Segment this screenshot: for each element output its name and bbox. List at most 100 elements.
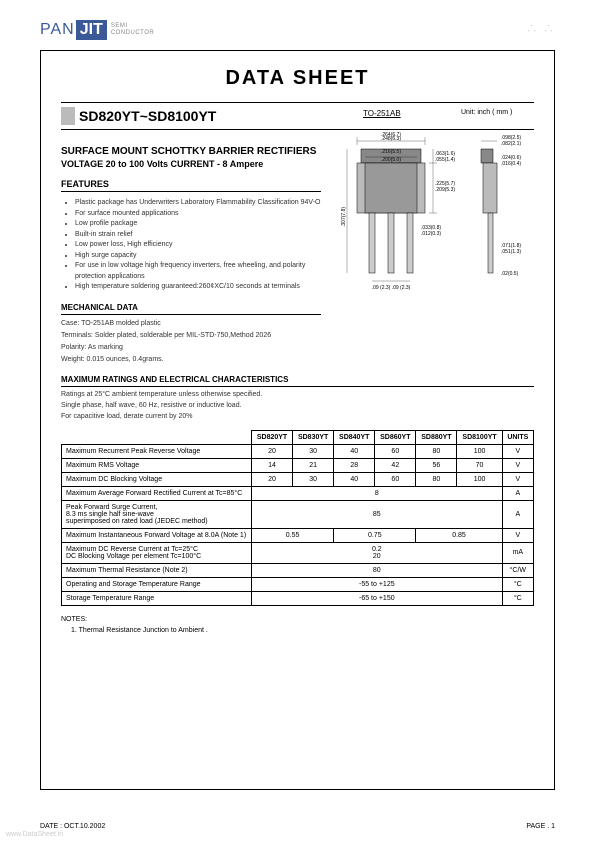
- value-cell: 80: [416, 472, 457, 486]
- dim-side-h2: .051(1.3): [501, 249, 521, 255]
- unit-cell: mA: [502, 542, 533, 563]
- max-note-item: Single phase, half wave, 60 Hz, resistiv…: [61, 402, 534, 409]
- value-cell: 30: [293, 472, 334, 486]
- max-note-item: For capacitive load, derate current by 2…: [61, 413, 534, 420]
- dim-w-inner2: .200(5.0): [381, 157, 401, 163]
- dim-pitch1: .09 (2.3): [372, 285, 391, 291]
- value-cell: 100: [457, 444, 502, 458]
- dim-h-top2: .055(1.4): [435, 157, 455, 163]
- param-cell: Maximum Instantaneous Forward Voltage at…: [62, 528, 252, 542]
- dim-side-t2: .016(0.4): [501, 161, 521, 167]
- value-cell: 28: [334, 458, 375, 472]
- unit-cell: A: [502, 500, 533, 528]
- value-cell: 70: [457, 458, 502, 472]
- value-cell: 20: [252, 472, 293, 486]
- table-row: Maximum DC Reverse Current at Tc=25°C DC…: [62, 542, 534, 563]
- watermark-source: www.DataSheet.in: [6, 831, 63, 838]
- logo-subtext: SEMI CONDUCTOR: [111, 23, 154, 36]
- footer-page: PAGE . 1: [526, 823, 555, 830]
- table-header-cell: SD830YT: [293, 430, 334, 444]
- part-number: SD820YT~SD8100YT: [79, 108, 216, 124]
- dim-h-body2: .209(5.3): [435, 187, 455, 193]
- unit-cell: V: [502, 444, 533, 458]
- max-note-item: Ratings at 25°C ambient temperature unle…: [61, 391, 534, 398]
- max-ratings-header: MAXIMUM RATINGS AND ELECTRICAL CHARACTER…: [61, 375, 534, 387]
- feature-item: Low profile package: [75, 219, 321, 230]
- unit-cell: V: [502, 472, 533, 486]
- feature-item: For use in low voltage high frequency in…: [75, 261, 321, 282]
- features-header: FEATURES: [61, 179, 321, 192]
- decorative-dots: ∴ ∴: [527, 20, 555, 37]
- mech-item: Terminals: Solder plated, solderable per…: [61, 332, 321, 339]
- dim-w-top2: .248(6.3): [381, 136, 401, 142]
- note-item: 1. Thermal Resistance Junction to Ambien…: [71, 627, 534, 634]
- mech-item: Case: TO-251AB molded plastic: [61, 320, 321, 327]
- dim-side-w2: .082(2.1): [501, 141, 521, 147]
- part-badge-icon: [61, 107, 75, 125]
- value-cell: -55 to +125: [252, 577, 503, 591]
- feature-item: Low power loss, High efficiency: [75, 240, 321, 251]
- feature-item: For surface mounted applications: [75, 209, 321, 220]
- value-cell: 0.55: [252, 528, 334, 542]
- param-cell: Maximum Average Forward Rectified Curren…: [62, 486, 252, 500]
- feature-item: Built-in strain relief: [75, 230, 321, 241]
- value-cell: 0.220: [252, 542, 503, 563]
- value-cell: 20: [252, 444, 293, 458]
- content-frame: DATA SHEET SD820YT~SD8100YT SURFACE MOUN…: [40, 50, 555, 790]
- table-row: Peak Forward Surge Current, 8.3 ms singl…: [62, 500, 534, 528]
- table-header-row: SD820YTSD830YTSD840YTSD860YTSD880YTSD810…: [62, 430, 534, 444]
- feature-item: High surge capacity: [75, 251, 321, 262]
- table-body: Maximum Recurrent Peak Reverse Voltage20…: [62, 444, 534, 605]
- feature-item: High temperature soldering guaranteed:26…: [75, 282, 321, 293]
- logo-jit-text: JIT: [76, 20, 107, 40]
- value-cell: 60: [375, 472, 416, 486]
- logo-pan-text: PAN: [40, 21, 75, 39]
- value-cell: 0.75: [334, 528, 416, 542]
- unit-label: Unit: inch ( mm ): [461, 109, 512, 116]
- value-cell: 14: [252, 458, 293, 472]
- table-row: Maximum Average Forward Rectified Curren…: [62, 486, 534, 500]
- package-label: TO-251AB: [363, 109, 401, 118]
- param-cell: Maximum RMS Voltage: [62, 458, 252, 472]
- ratings-table: SD820YTSD830YTSD840YTSD860YTSD880YTSD810…: [61, 430, 534, 606]
- value-cell: 0.85: [416, 528, 502, 542]
- param-cell: Maximum Recurrent Peak Reverse Voltage: [62, 444, 252, 458]
- value-cell: 30: [293, 444, 334, 458]
- value-cell: 42: [375, 458, 416, 472]
- value-cell: 80: [252, 563, 503, 577]
- mechanical-data-header: MECHANICAL DATA: [61, 303, 321, 315]
- table-header-cell: SD840YT: [334, 430, 375, 444]
- table-row: Maximum Instantaneous Forward Voltage at…: [62, 528, 534, 542]
- unit-cell: °C/W: [502, 563, 533, 577]
- table-header-cell: SD8100YT: [457, 430, 502, 444]
- package-drawing-svg: .264(6.7) .248(6.3) .216(5.5) .200(5.0) …: [331, 127, 531, 337]
- param-cell: Maximum Thermal Resistance (Note 2): [62, 563, 252, 577]
- logo-sub1: SEMI: [111, 23, 128, 29]
- param-cell: Maximum DC Blocking Voltage: [62, 472, 252, 486]
- unit-cell: V: [502, 458, 533, 472]
- table-header-cell: [62, 430, 252, 444]
- table-header-cell: SD820YT: [252, 430, 293, 444]
- left-column: SURFACE MOUNT SCHOTTKY BARRIER RECTIFIER…: [61, 138, 321, 363]
- feature-item: Plastic package has Underwriters Laborat…: [75, 198, 321, 209]
- notes-section: NOTES: 1. Thermal Resistance Junction to…: [61, 616, 534, 634]
- product-subtitle-1: SURFACE MOUNT SCHOTTKY BARRIER RECTIFIER…: [61, 146, 321, 157]
- param-cell: Maximum DC Reverse Current at Tc=25°C DC…: [62, 542, 252, 563]
- dim-w-inner: .216(5.5): [381, 149, 401, 155]
- value-cell: 85: [252, 500, 503, 528]
- max-ratings-notes: Ratings at 25°C ambient temperature unle…: [61, 391, 534, 420]
- unit-cell: °C: [502, 577, 533, 591]
- value-cell: 80: [416, 444, 457, 458]
- table-row: Maximum Recurrent Peak Reverse Voltage20…: [62, 444, 534, 458]
- table-header-cell: SD860YT: [375, 430, 416, 444]
- value-cell: 56: [416, 458, 457, 472]
- param-cell: Peak Forward Surge Current, 8.3 ms singl…: [62, 500, 252, 528]
- table-row: Maximum DC Blocking Voltage2030406080100…: [62, 472, 534, 486]
- param-cell: Operating and Storage Temperature Range: [62, 577, 252, 591]
- unit-cell: A: [502, 486, 533, 500]
- footer-date: DATE : OCT.10.2002: [40, 823, 105, 830]
- value-cell: 40: [334, 472, 375, 486]
- datasheet-title: DATA SHEET: [61, 67, 534, 90]
- dim-pitch2: .09 (2.3): [392, 285, 411, 291]
- value-cell: 60: [375, 444, 416, 458]
